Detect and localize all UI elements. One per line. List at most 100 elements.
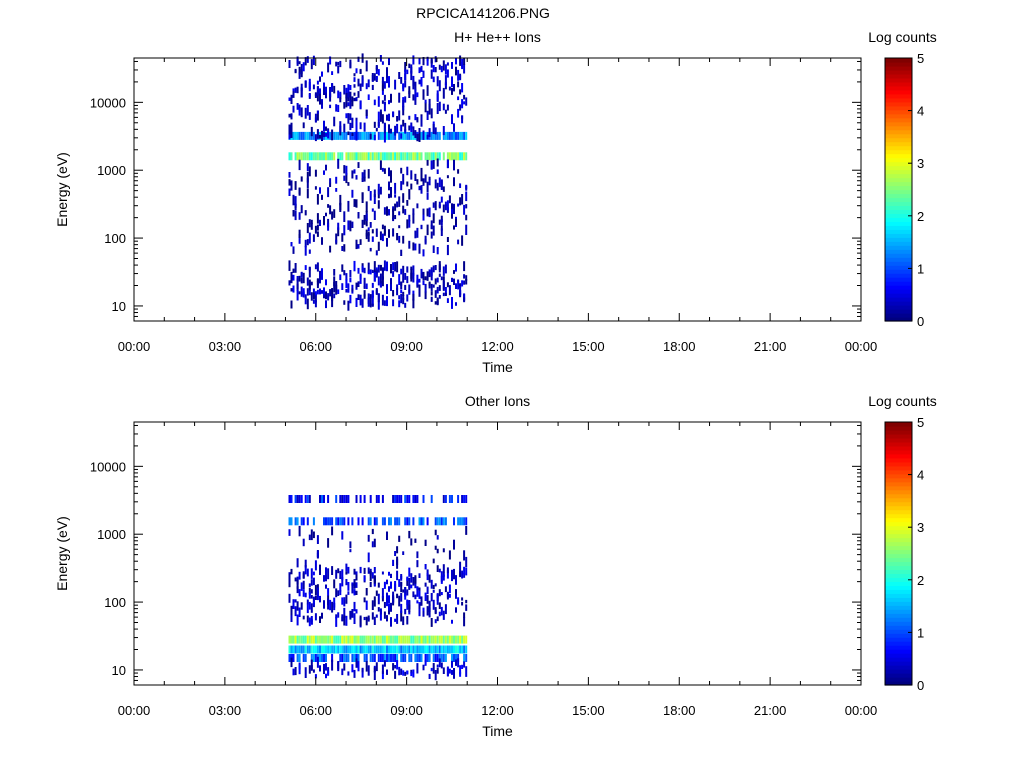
spectrogram-cell [436, 548, 439, 554]
spectrogram-cell [308, 645, 311, 654]
spectrogram-cell [408, 63, 411, 69]
spectrogram-cell [288, 654, 291, 662]
spectrogram-cell [308, 601, 311, 610]
spectrogram-cell [296, 614, 299, 626]
spectrogram-cell [379, 231, 382, 241]
colorbar-swatch [885, 545, 912, 551]
spectrogram-cell [361, 667, 364, 673]
spectrogram-cell [428, 179, 431, 186]
spectrogram-cell [308, 112, 311, 120]
spectrogram-cell [316, 645, 319, 654]
spectrogram-cell [371, 131, 374, 140]
spectrogram-cell [339, 274, 342, 281]
spectrogram-cell [383, 611, 386, 619]
spectrogram-cell [345, 172, 348, 184]
spectrogram-cell [420, 167, 423, 174]
spectrogram-cell [444, 75, 447, 85]
spectrogram-cell [465, 184, 468, 191]
colorbar-swatch [885, 177, 912, 183]
spectrogram-cell [314, 584, 317, 595]
spectrogram-cell [369, 152, 372, 161]
y-axis-label: Energy (eV) [54, 516, 70, 591]
spectrogram-cell [388, 209, 390, 216]
spectrogram-cell [306, 635, 309, 644]
spectrogram-cell [420, 152, 423, 161]
spectrogram-cell [371, 600, 374, 610]
spectrogram-cell [400, 249, 403, 256]
spectrogram-cell [337, 61, 340, 66]
spectrogram-cell [292, 645, 295, 654]
spectrogram-cell [390, 645, 392, 654]
spectrogram-cell [457, 658, 460, 668]
spectrogram-cell [386, 77, 388, 84]
spectrogram-cell [438, 152, 441, 161]
spectrogram-cell [451, 62, 453, 69]
spectrogram-cell [351, 288, 354, 292]
spectrogram-cell [288, 124, 291, 135]
spectrogram-cell [436, 616, 439, 622]
spectrogram-cell [300, 582, 303, 591]
spectrogram-cell [422, 57, 425, 66]
spectrogram-cell [373, 667, 376, 673]
spectrogram-cell [345, 289, 348, 293]
spectrogram-cell [400, 603, 403, 614]
spectrogram-cell [424, 564, 427, 570]
colorbar-swatch [885, 265, 912, 270]
spectrogram-cell [345, 152, 348, 161]
spectrogram-cell [323, 131, 325, 138]
spectrogram-cell [430, 635, 433, 644]
spectrogram-cell [446, 69, 449, 78]
spectrogram-cell [428, 654, 431, 662]
spectrogram-cell [353, 589, 356, 596]
spectrogram-cell [463, 152, 466, 161]
spectrogram-cell [373, 517, 376, 526]
spectrogram-cell [325, 300, 327, 309]
spectrogram-cell [302, 589, 305, 597]
spectrogram-cell [365, 131, 368, 140]
spectrogram-cell [353, 613, 356, 624]
spectrogram-cell [304, 152, 307, 161]
spectrogram-cell [308, 290, 311, 296]
x-axis-label: Time [482, 359, 513, 375]
spectrogram-cell [459, 104, 462, 111]
colorbar-swatch [885, 249, 912, 254]
spectrogram-cell [331, 566, 334, 575]
spectrogram-cell [341, 531, 344, 540]
spectrogram-cell [426, 606, 429, 616]
spectrogram-cell [410, 669, 413, 674]
y-tick-label: 10000 [90, 459, 126, 474]
spectrogram-cell [402, 152, 405, 161]
spectrogram-cell [375, 495, 378, 503]
spectrogram-cell [430, 593, 433, 602]
spectrogram-cell [306, 56, 309, 63]
spectrogram-cell [420, 185, 423, 194]
spectrogram-cell [388, 645, 390, 654]
spectrogram-cell [398, 72, 401, 79]
colorbar-swatch [885, 157, 912, 163]
spectrogram-cell [396, 495, 399, 503]
spectrogram-cell [345, 93, 348, 99]
colorbar-swatch [885, 481, 912, 487]
spectrogram-cell [402, 297, 405, 305]
spectrogram-cell [304, 265, 307, 270]
spectrogram-cell [410, 131, 413, 140]
spectrogram-cell [294, 517, 297, 526]
spectrogram-cell [308, 534, 311, 541]
spectrogram-cell [465, 599, 468, 604]
spectrogram-cell [416, 586, 419, 597]
spectrogram-cell [412, 517, 415, 526]
spectrogram-cell [337, 635, 340, 644]
spectrogram-cell [296, 558, 299, 568]
plot-frame [133, 421, 862, 686]
spectrogram-cell [353, 601, 356, 612]
spectrogram-cell [451, 577, 453, 582]
spectrogram-cell [410, 64, 413, 74]
spectrogram-cell [404, 635, 407, 644]
spectrogram-cell [306, 239, 309, 246]
colorbar-swatch [885, 553, 912, 559]
spectrogram-cell [408, 530, 411, 539]
spectrogram-cell [333, 131, 336, 140]
spectrogram-cell [331, 659, 334, 671]
spectrogram-cell [339, 654, 342, 662]
spectrogram-cell [459, 517, 462, 526]
